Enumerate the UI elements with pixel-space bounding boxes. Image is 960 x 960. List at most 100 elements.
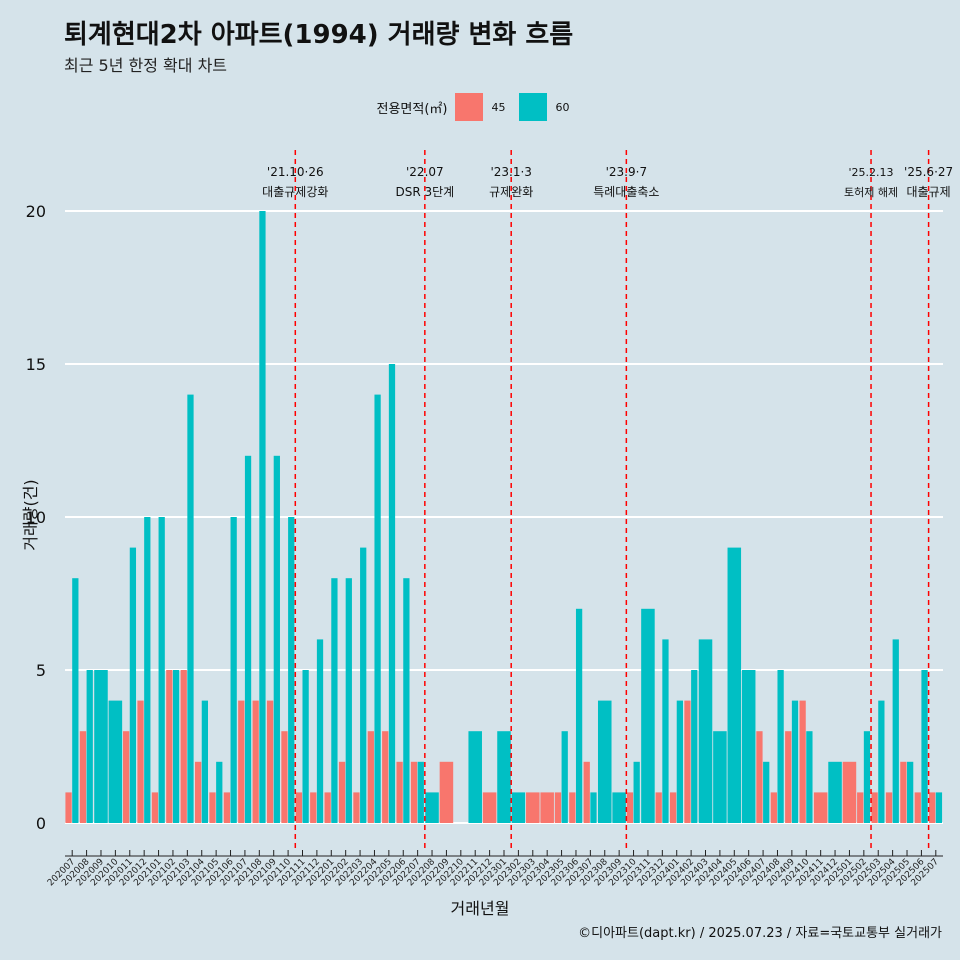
bar-60 xyxy=(828,761,842,823)
bar-45 xyxy=(900,761,907,823)
bar-60 xyxy=(244,455,252,823)
bar-60 xyxy=(345,578,352,823)
bar-45 xyxy=(252,700,259,823)
bar-45 xyxy=(137,700,144,823)
bar-60 xyxy=(741,670,756,823)
bar-60 xyxy=(863,731,871,823)
bar-60 xyxy=(72,578,79,823)
legend-key-45 xyxy=(455,93,484,121)
bar-45 xyxy=(813,792,828,823)
bar-60 xyxy=(417,761,424,823)
bar-60 xyxy=(511,792,526,823)
bar-45 xyxy=(857,792,864,823)
y-tick-label: 5 xyxy=(36,661,46,680)
bar-60 xyxy=(633,761,640,823)
bar-45 xyxy=(65,792,72,823)
bar-60 xyxy=(691,670,698,823)
bar-45 xyxy=(353,792,360,823)
source-caption: ©디아파트(dapt.kr) / 2025.07.23 / 자료=국토교통부 실… xyxy=(578,926,942,941)
bar-45 xyxy=(540,792,554,823)
bar-60 xyxy=(806,731,813,823)
bar-45 xyxy=(756,731,763,823)
bar-45 xyxy=(439,761,454,823)
bar-60 xyxy=(425,792,439,823)
bar-60 xyxy=(273,455,280,823)
bar-45 xyxy=(526,792,540,823)
chart-subtitle: 최근 5년 한정 확대 차트 xyxy=(64,56,228,75)
bar-60 xyxy=(187,394,194,823)
bar-60 xyxy=(590,792,597,823)
y-axis-title-box: 거래량(건) xyxy=(14,479,44,550)
bar-60 xyxy=(94,670,108,823)
y-tick-label: 10 xyxy=(26,508,46,527)
bar-45 xyxy=(180,670,187,823)
bar-60 xyxy=(641,608,655,823)
bar-60 xyxy=(892,639,899,823)
event-date-label: '23.1·3 xyxy=(490,165,531,179)
bar-60 xyxy=(302,670,309,823)
bar-60 xyxy=(791,700,799,823)
bar-60 xyxy=(561,731,568,823)
event-name-label: DSR 3단계 xyxy=(395,185,454,199)
event-date-label: '23.9·7 xyxy=(606,165,647,179)
bar-45 xyxy=(914,792,921,823)
bar-45 xyxy=(209,792,216,823)
bar-60 xyxy=(713,731,727,823)
bar-45 xyxy=(554,792,562,823)
bar-60 xyxy=(935,792,943,823)
bar-60 xyxy=(878,700,885,823)
legend: 전용면적(㎡) 45 60 xyxy=(0,92,960,122)
event-date-label: '25.6·27 xyxy=(904,165,953,179)
bar-60 xyxy=(575,608,583,823)
bar-45 xyxy=(655,792,662,823)
bar-60 xyxy=(468,731,482,823)
bar-45 xyxy=(871,792,878,823)
bar-60 xyxy=(921,670,928,823)
bar-45 xyxy=(842,761,857,823)
bar-60 xyxy=(129,547,137,823)
bar-60 xyxy=(727,547,742,823)
event-date-label: '22.07 xyxy=(406,165,444,179)
bar-45 xyxy=(770,792,777,823)
legend-title: 전용면적(㎡) xyxy=(376,101,448,117)
bar-60 xyxy=(360,547,367,823)
bar-60 xyxy=(259,211,266,823)
bar-60 xyxy=(777,670,784,823)
bar-60 xyxy=(676,700,683,823)
event-date-label: '21.10·26 xyxy=(267,165,324,179)
y-tick-label: 20 xyxy=(26,202,46,221)
bar-60 xyxy=(597,700,612,823)
legend-label-45: 45 xyxy=(491,100,506,114)
bar-45 xyxy=(569,792,576,823)
bar-60 xyxy=(86,670,93,823)
bar-45 xyxy=(396,761,403,823)
bar-60 xyxy=(158,517,165,823)
bar-45 xyxy=(310,792,317,823)
bar-60 xyxy=(316,639,324,823)
bar-45 xyxy=(367,731,374,823)
bar-60 xyxy=(201,700,209,823)
bar-60 xyxy=(216,761,223,823)
bar-45 xyxy=(626,792,634,823)
bar-45 xyxy=(482,792,497,823)
bar-60 xyxy=(612,792,626,823)
bar-45 xyxy=(166,670,173,823)
bar-45 xyxy=(223,792,231,823)
event-date-label: '25.2.13 xyxy=(849,166,894,179)
bar-45 xyxy=(583,761,590,823)
bar-45 xyxy=(338,761,346,823)
chart-title: 퇴계현대2차 아파트(1994) 거래량 변화 흐름 xyxy=(64,20,574,50)
bar-60 xyxy=(907,761,914,823)
bar-45 xyxy=(929,792,936,823)
bar-45 xyxy=(785,731,792,823)
bar-60 xyxy=(108,700,123,823)
bar-60 xyxy=(172,670,180,823)
bar-60 xyxy=(388,364,396,823)
bar-60 xyxy=(497,731,511,823)
bar-45 xyxy=(266,700,274,823)
bar-45 xyxy=(324,792,331,823)
bar-60 xyxy=(403,578,410,823)
bar-45 xyxy=(79,731,87,823)
